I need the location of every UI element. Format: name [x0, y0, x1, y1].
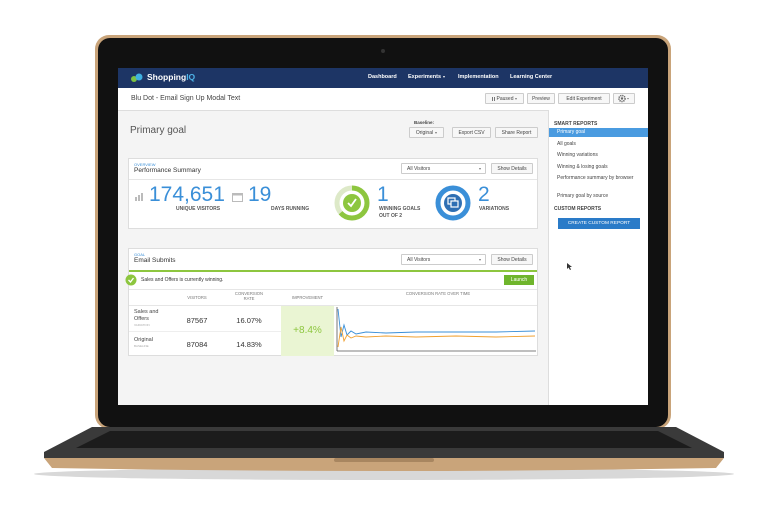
paused-button[interactable]: Paused: [485, 93, 524, 104]
panel-title: Email Submits: [134, 257, 176, 264]
goal-panel: GOAL Email Submits All Visitors Show Det…: [125, 248, 538, 356]
panel-title: Performance Summary: [134, 167, 201, 174]
row-tag: VARIATION: [134, 323, 150, 327]
variations-ring: [435, 185, 471, 221]
improvement-cell: [281, 306, 334, 356]
calendar-icon: [232, 193, 243, 202]
details-button[interactable]: Show Details: [491, 254, 533, 265]
visitor-filter[interactable]: All Visitors: [401, 254, 486, 265]
divider: [129, 331, 281, 332]
stat-value: 19: [248, 183, 272, 206]
nav-link-text: Experiments: [408, 74, 442, 80]
filter-value: All Visitors: [407, 257, 431, 263]
column-header: CONVERSION RATE: [234, 291, 264, 301]
column-header: VISITORS: [187, 295, 207, 300]
details-button[interactable]: Show Details: [491, 163, 533, 174]
stat-label: WINNING GOALS: [379, 206, 421, 212]
rate-cell: 14.83%: [236, 340, 262, 349]
filter-value: All Visitors: [407, 166, 431, 172]
nav-link[interactable]: Experiments: [408, 74, 446, 80]
brand-prefix: Shopping: [147, 72, 187, 82]
export-button[interactable]: Export CSV: [452, 127, 491, 138]
baseline-label: Baseline:: [414, 120, 435, 125]
divider: [129, 305, 537, 306]
cursor: [567, 263, 572, 270]
baseline-value: Original: [415, 130, 434, 136]
caret: [479, 259, 481, 261]
stat-value: 174,651: [149, 183, 225, 206]
eyebrow: OVERVIEW: [134, 162, 156, 167]
winner-icon: [125, 274, 137, 286]
sidebar-heading: SMART REPORTS: [554, 121, 598, 127]
row-tag: BASELINE: [134, 344, 149, 348]
divider: [129, 289, 537, 290]
sidebar-item[interactable]: Performance summary by browser: [557, 175, 634, 181]
stat-label: VARIATIONS: [479, 206, 510, 212]
rate-cell: 16.07%: [236, 316, 262, 325]
winner-banner: Sales and Offers is currently winning.: [141, 277, 224, 283]
preview-button[interactable]: Preview: [527, 93, 555, 104]
sidebar-item[interactable]: All goals: [557, 141, 576, 147]
visitors-icon: [135, 193, 143, 201]
nav-link[interactable]: Learning Center: [510, 74, 553, 80]
brand-suffix: IQ: [186, 72, 196, 82]
caret: [435, 131, 438, 134]
divider: [129, 179, 537, 180]
row-name: Original: [134, 337, 153, 343]
nav-link[interactable]: Implementation: [458, 74, 499, 80]
base: [44, 458, 724, 471]
stat-sublabel: OUT OF 2: [379, 213, 403, 219]
gear-icon: [618, 94, 629, 103]
baseline-select[interactable]: Original: [409, 127, 444, 138]
edit-button[interactable]: Edit Experiment: [558, 93, 610, 104]
column-header: IMPROVEMENT: [291, 295, 324, 300]
notch: [334, 458, 434, 462]
improvement-value: +8.4%: [293, 325, 322, 336]
sidebar: SMART REPORTS Primary goal All goals Win…: [548, 110, 648, 405]
camera: [381, 49, 385, 53]
stat-label: DAYS RUNNING: [271, 206, 310, 212]
trend-chart: [336, 307, 536, 352]
row-name: Sales and Offers: [134, 309, 159, 322]
header-bar: Blu Dot - Email Sign Up Modal Text Pause…: [118, 88, 648, 111]
shadow: [34, 468, 734, 480]
visitor-filter[interactable]: All Visitors: [401, 163, 486, 174]
experiment-title: Blu Dot - Email Sign Up Modal Text: [131, 95, 241, 102]
winner-rule: [129, 270, 537, 272]
sidebar-heading: CUSTOM REPORTS: [554, 206, 602, 212]
visitors-cell: 87567: [186, 316, 208, 325]
stat-value: 1: [377, 183, 389, 206]
column-header: CONVERSION RATE OVER TIME: [405, 291, 471, 296]
caret: [443, 75, 446, 78]
button-text: Paused: [496, 96, 514, 102]
brand: ShoppingIQ: [147, 72, 195, 82]
sidebar-item[interactable]: Primary goal by source: [557, 193, 609, 199]
nav-link[interactable]: Dashboard: [368, 74, 397, 80]
keyboard: [76, 431, 692, 448]
screen: ShoppingIQ Dashboard Experiments Impleme…: [118, 68, 648, 405]
create-report-button[interactable]: CREATE CUSTOM REPORT: [558, 218, 640, 229]
launch-button[interactable]: Launch: [504, 275, 534, 285]
visitors-cell: 87084: [186, 340, 208, 349]
eyebrow: GOAL: [134, 252, 146, 257]
settings-button[interactable]: [613, 93, 635, 104]
winning-ring: [334, 185, 370, 221]
share-button[interactable]: Share Report: [495, 127, 538, 138]
overview-panel: OVERVIEW Performance Summary All Visitor…: [128, 158, 538, 229]
stat-label: UNIQUE VISITORS: [176, 206, 221, 212]
active-item-bg: [549, 128, 648, 137]
caret: [515, 97, 518, 100]
sidebar-item[interactable]: Winning variations: [557, 152, 598, 158]
nav-bar: ShoppingIQ Dashboard Experiments Impleme…: [118, 68, 648, 88]
sidebar-item[interactable]: Primary goal: [557, 129, 586, 135]
stat-value: 2: [478, 183, 490, 206]
pause-icon: [491, 96, 495, 101]
caret: [479, 168, 481, 170]
sidebar-item[interactable]: Winning & losing goals: [557, 164, 608, 170]
page-title: Primary goal: [130, 125, 187, 136]
logo-icon: [131, 73, 143, 82]
